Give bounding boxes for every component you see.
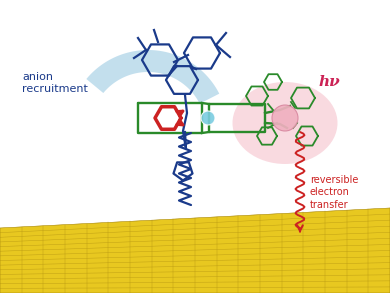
Polygon shape: [86, 50, 219, 104]
Text: anion
recruitment: anion recruitment: [22, 72, 88, 94]
Text: reversible
electron
transfer: reversible electron transfer: [310, 175, 358, 210]
Circle shape: [201, 111, 215, 125]
Circle shape: [272, 105, 298, 131]
Polygon shape: [0, 208, 390, 293]
Text: hν: hν: [318, 75, 340, 89]
Ellipse shape: [232, 82, 337, 164]
